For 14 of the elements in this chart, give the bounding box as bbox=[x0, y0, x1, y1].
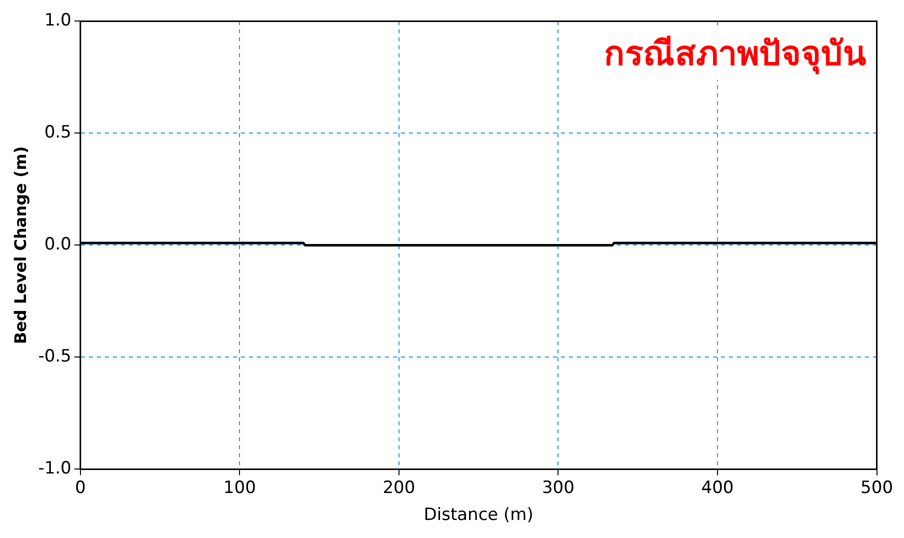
y-tick-label: 0.0 bbox=[44, 234, 72, 255]
x-tick-label: 500 bbox=[860, 478, 894, 498]
y-axis-title: Bed Level Change (m) bbox=[10, 146, 30, 344]
x-tick-label: 100 bbox=[223, 478, 256, 498]
x-tick-label: 0 bbox=[74, 478, 86, 498]
y-tick-label: -0.5 bbox=[38, 346, 72, 367]
x-axis-title: Distance (m) bbox=[424, 505, 534, 526]
x-tick-label: 400 bbox=[701, 478, 734, 498]
chart-title: กรณีสภาพปัจจุบัน bbox=[604, 26, 866, 80]
y-tick-label: 0.5 bbox=[44, 122, 72, 143]
x-tick-label: 200 bbox=[382, 478, 416, 498]
y-tick-label: -1.0 bbox=[38, 458, 72, 479]
y-tick-label: 1.0 bbox=[44, 10, 72, 31]
x-tick-label: 300 bbox=[542, 478, 574, 498]
